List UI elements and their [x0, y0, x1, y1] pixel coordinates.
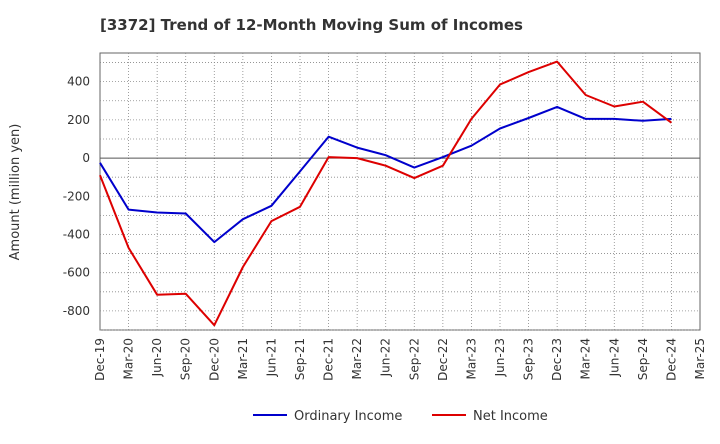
- y-axis-label: Amount (million yen): [8, 124, 23, 261]
- x-tick-label: Dec-19: [93, 338, 107, 381]
- x-tick-label: Jun-20: [150, 338, 164, 377]
- x-tick-label: Mar-24: [579, 338, 593, 379]
- x-tick-label: Mar-23: [464, 338, 478, 379]
- x-tick-label: Dec-23: [550, 338, 564, 381]
- chart-title: [3372] Trend of 12-Month Moving Sum of I…: [100, 16, 523, 34]
- x-tick-label: Sep-21: [293, 338, 307, 380]
- y-tick-label: 200: [67, 113, 90, 127]
- x-tick-labels: Dec-19 Mar-20 Jun-20 Sep-20 Dec-20 Mar-21 Jun-…: [93, 338, 707, 381]
- legend-label: Net Income: [473, 409, 548, 424]
- series-line-net-income: [99, 60, 672, 327]
- plot-frame: [99, 52, 701, 331]
- legend-label: Ordinary Income: [294, 409, 402, 424]
- x-tick-label: Sep-22: [407, 338, 421, 380]
- x-tick-label: Dec-22: [436, 338, 450, 381]
- y-tick-labels: 400 200 0 -200 -400 -600 -800: [63, 75, 90, 318]
- x-tick-label: Dec-20: [207, 338, 221, 381]
- x-tick-label: Jun-23: [493, 338, 507, 377]
- x-tick-label: Dec-24: [664, 338, 678, 381]
- x-tick-label: Sep-20: [179, 338, 193, 380]
- x-tick-label: Jun-24: [607, 338, 621, 377]
- x-tick-label: Mar-22: [350, 338, 364, 379]
- plot-area: [99, 52, 701, 331]
- x-tick-label: Dec-21: [322, 338, 336, 381]
- x-tick-label: Mar-20: [122, 338, 136, 379]
- x-tick-label: Mar-25: [693, 338, 707, 379]
- x-tick-label: Sep-23: [522, 338, 536, 380]
- x-tick-label: Jun-22: [379, 338, 393, 377]
- x-tick-label: Mar-21: [236, 338, 250, 379]
- y-tick-label: -800: [63, 304, 90, 318]
- y-tick-label: -200: [63, 189, 90, 203]
- x-tick-label: Sep-24: [636, 338, 650, 380]
- grid-lines: [100, 53, 700, 331]
- series-layer: [99, 60, 672, 327]
- y-tick-label: 0: [82, 151, 90, 165]
- y-tick-label: -400: [63, 227, 90, 241]
- x-tick-label: Jun-21: [264, 338, 278, 377]
- y-tick-label: 400: [67, 75, 90, 89]
- legend: Ordinary Income Net Income: [253, 409, 548, 424]
- y-tick-label: -600: [63, 266, 90, 280]
- series-line-ordinary-income: [99, 105, 672, 244]
